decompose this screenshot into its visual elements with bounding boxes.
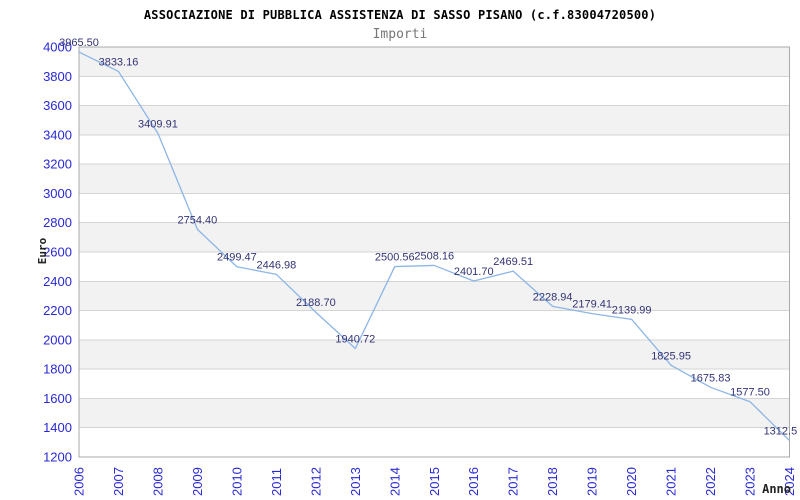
plot-band xyxy=(79,164,790,194)
data-point-label: 2401.70 xyxy=(454,266,494,278)
plot-band xyxy=(79,47,790,77)
data-point-label: 1675.83 xyxy=(691,372,731,384)
y-axis-tick-label: 2800 xyxy=(43,215,72,230)
x-axis-tick-label: 2009 xyxy=(190,467,205,496)
plot-band xyxy=(79,222,790,252)
y-axis-title: Euro xyxy=(36,237,49,264)
y-axis-tick-label: 3200 xyxy=(43,157,72,172)
x-axis-tick-label: 2015 xyxy=(427,467,442,496)
data-point-label: 2179.41 xyxy=(572,299,612,311)
plot-band xyxy=(79,105,790,135)
plot-band xyxy=(79,398,790,428)
y-axis-tick-label: 1800 xyxy=(43,362,72,377)
y-axis-tick-label: 4000 xyxy=(43,40,72,55)
plot-band xyxy=(79,339,790,370)
x-axis-tick-label: 2012 xyxy=(308,467,323,496)
series-line xyxy=(78,51,790,441)
y-axis-tick-label: 3800 xyxy=(43,69,72,84)
data-point-label: 2508.16 xyxy=(414,250,454,262)
x-axis-tick-label: 2014 xyxy=(387,467,402,496)
x-axis-tick-label: 2019 xyxy=(585,467,600,496)
chart-subtitle: Importi xyxy=(372,27,428,42)
data-point-label: 2228.94 xyxy=(533,291,573,303)
y-axis-tick-label: 2400 xyxy=(43,274,72,289)
data-point-label: 1312.5 xyxy=(764,426,798,438)
y-axis-tick-label: 2000 xyxy=(43,332,72,347)
data-point-label: 2139.99 xyxy=(612,304,652,316)
x-axis-tick-label: 2010 xyxy=(229,467,244,496)
x-axis-tick-label: 2022 xyxy=(703,467,718,496)
data-point-label: 2188.70 xyxy=(296,297,336,309)
data-point-label: 3965.50 xyxy=(59,37,99,49)
x-axis-tick-label: 2007 xyxy=(111,467,126,496)
data-point-label: 1577.50 xyxy=(730,387,770,399)
x-axis-tick-label: 2011 xyxy=(269,468,284,496)
x-axis-tick-label: 2013 xyxy=(348,467,363,496)
y-axis-tick-label: 1200 xyxy=(43,450,72,465)
y-axis-tick-label: 1600 xyxy=(43,391,72,406)
data-point-label: 2469.51 xyxy=(493,256,533,268)
data-point-label: 3409.91 xyxy=(138,118,178,130)
x-axis-tick-label: 2008 xyxy=(150,467,165,496)
x-axis-tick-label: 2024 xyxy=(782,467,797,496)
y-axis-tick-label: 1400 xyxy=(43,420,72,435)
data-point-label: 2500.56 xyxy=(375,252,415,264)
data-point-label: 2446.98 xyxy=(256,259,296,271)
x-axis-title: Anno xyxy=(762,482,791,496)
chart-title: ASSOCIAZIONE DI PUBBLICA ASSISTENZA DI S… xyxy=(143,8,657,22)
x-axis-tick-label: 2017 xyxy=(506,467,521,496)
plot-border xyxy=(78,46,790,458)
x-axis-tick-label: 2020 xyxy=(624,467,639,496)
data-point-label: 2499.47 xyxy=(217,252,257,264)
x-axis-tick-label: 2006 xyxy=(72,467,87,496)
x-axis-tick-label: 2023 xyxy=(743,467,758,496)
data-point-label: 3833.16 xyxy=(99,56,139,68)
data-point-label: 1940.72 xyxy=(335,334,375,346)
y-axis-tick-label: 2200 xyxy=(43,303,72,318)
y-axis-tick-label: 3600 xyxy=(43,98,72,113)
y-axis-tick-label: 2600 xyxy=(43,245,72,260)
x-axis-tick-label: 2016 xyxy=(466,467,481,496)
data-point-label: 1825.95 xyxy=(651,350,691,362)
x-axis-tick-label: 2021 xyxy=(664,467,679,496)
y-axis-tick-label: 3400 xyxy=(43,127,72,142)
x-axis-tick-label: 2018 xyxy=(545,467,560,496)
plot-band xyxy=(79,281,790,311)
y-axis-tick-label: 3000 xyxy=(43,186,72,201)
data-point-label: 2754.40 xyxy=(178,214,218,226)
